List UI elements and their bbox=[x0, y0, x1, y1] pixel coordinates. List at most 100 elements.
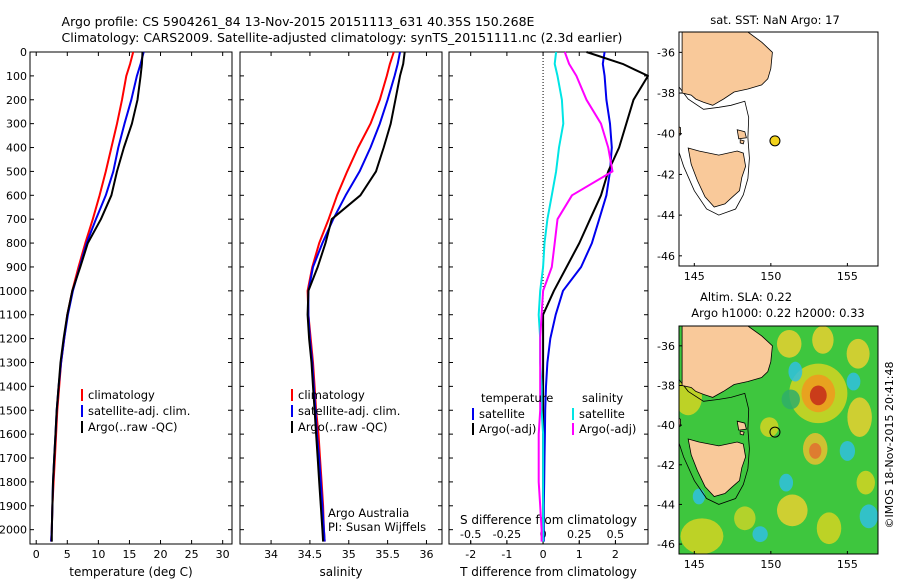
legend-label: satellite-adj. clim. bbox=[298, 404, 400, 418]
lat-tick-label: -46 bbox=[657, 538, 675, 551]
y-tick-label: 0 bbox=[20, 46, 27, 59]
x-tick-label: 34.5 bbox=[298, 548, 323, 561]
island-land bbox=[739, 139, 745, 145]
float-marker bbox=[769, 426, 781, 438]
x-tick-label: 1 bbox=[576, 548, 583, 561]
annotation-text: Argo Australia bbox=[328, 506, 409, 520]
y-tick-label: 2000 bbox=[0, 524, 27, 537]
y-tick-label: 300 bbox=[6, 118, 27, 131]
lat-tick-label: -38 bbox=[657, 379, 675, 392]
y-tick-label: 500 bbox=[6, 165, 27, 178]
lon-tick-label: 150 bbox=[760, 270, 781, 283]
legend-title: temperature bbox=[481, 391, 553, 405]
sla-anomaly bbox=[779, 473, 794, 492]
sla-anomaly bbox=[752, 526, 768, 543]
x-axis-label: T difference from climatology bbox=[459, 565, 637, 579]
s-tick-label: -0.25 bbox=[493, 528, 521, 541]
map-frame bbox=[678, 31, 879, 267]
lat-tick-label: -40 bbox=[657, 128, 675, 141]
series-line bbox=[542, 51, 613, 542]
legend-label: Argo(-adj) bbox=[479, 422, 536, 436]
y-tick-label: 400 bbox=[6, 142, 27, 155]
lat-tick-label: -44 bbox=[657, 498, 675, 511]
sla-anomaly bbox=[776, 329, 802, 358]
sla-anomaly bbox=[734, 506, 756, 531]
x-tick-label: 35 bbox=[342, 548, 356, 561]
figure-title-line2: Climatology: CARS2009. Satellite-adjuste… bbox=[62, 30, 623, 45]
x-tick-label: -1 bbox=[501, 548, 512, 561]
series-line bbox=[50, 51, 144, 542]
mainland-land bbox=[681, 32, 773, 106]
sla-map-title-line1: Altim. SLA: 0.22 bbox=[700, 290, 792, 304]
x-axis-label: temperature (deg C) bbox=[69, 565, 192, 579]
map-frame bbox=[678, 325, 879, 555]
mainland-land bbox=[681, 326, 773, 398]
x-tick-label: -2 bbox=[465, 548, 476, 561]
x-axis-label: salinity bbox=[319, 565, 362, 579]
sla-anomaly bbox=[846, 338, 870, 369]
sla-map: 145 150 155 -36 -38 -40 -42 -44 -46 bbox=[657, 325, 879, 571]
profile-plots: 0100200300400500600700800900100011001200… bbox=[0, 46, 649, 579]
legend-label: Argo(..raw -QC) bbox=[298, 420, 388, 434]
sla-anomaly bbox=[809, 385, 827, 406]
sla-anomaly bbox=[776, 494, 808, 527]
x-tick-label: 10 bbox=[91, 548, 105, 561]
legend-label: Argo(..raw -QC) bbox=[88, 420, 178, 434]
annotation-text: PI: Susan Wijffels bbox=[328, 520, 426, 534]
plot-frame bbox=[29, 51, 233, 545]
lon-tick-label: 145 bbox=[684, 558, 705, 571]
y-tick-label: 1100 bbox=[0, 309, 27, 322]
legend-label: satellite bbox=[479, 407, 525, 421]
island-land bbox=[736, 129, 747, 140]
y-tick-label: 700 bbox=[6, 213, 27, 226]
s-tick-label: 0.5 bbox=[607, 528, 625, 541]
isobath-line bbox=[679, 86, 750, 216]
maps: 145 150 155 -36 -38 -40 -42 -44 -46 145 150 155 -36 -… bbox=[657, 13, 896, 571]
sla-anomaly bbox=[839, 440, 856, 461]
y-tick-label: 200 bbox=[6, 94, 27, 107]
sla-anomaly bbox=[680, 518, 724, 554]
lat-tick-label: -36 bbox=[657, 46, 675, 59]
series-line bbox=[537, 51, 565, 542]
lat-tick-label: -42 bbox=[657, 459, 675, 472]
legend-label: satellite-adj. clim. bbox=[88, 404, 190, 418]
imos-credit: ©IMOS 18-Nov-2015 20:41:48 bbox=[883, 362, 896, 529]
island-land bbox=[739, 430, 745, 436]
x-tick-label: 25 bbox=[185, 548, 199, 561]
legend-label: climatology bbox=[298, 388, 365, 402]
s-tick-label: 0.25 bbox=[567, 528, 592, 541]
y-tick-label: 1200 bbox=[0, 333, 27, 346]
x-tick-label: 0 bbox=[33, 548, 40, 561]
sla-anomaly bbox=[812, 326, 834, 354]
x-tick-label: 30 bbox=[216, 548, 230, 561]
x-tick-label: 15 bbox=[122, 548, 136, 561]
x-tick-label: 5 bbox=[64, 548, 71, 561]
tasmania-land bbox=[687, 438, 747, 497]
s-tick-label: -0.5 bbox=[460, 528, 481, 541]
lon-tick-label: 145 bbox=[684, 270, 705, 283]
legend-label: satellite bbox=[579, 407, 625, 421]
y-tick-label: 1500 bbox=[0, 404, 27, 417]
isobath-line bbox=[679, 378, 750, 505]
y-tick-label: 1900 bbox=[0, 500, 27, 513]
legend-label: climatology bbox=[88, 388, 155, 402]
temperature-panel: 0100200300400500600700800900100011001200… bbox=[0, 46, 233, 579]
island-land bbox=[736, 420, 747, 431]
sla-anomaly bbox=[788, 361, 803, 382]
x-tick-label: 34 bbox=[264, 548, 278, 561]
y-tick-label: 600 bbox=[6, 189, 27, 202]
sla-anomaly bbox=[781, 389, 800, 410]
y-tick-label: 100 bbox=[6, 70, 27, 83]
lon-tick-label: 150 bbox=[760, 558, 781, 571]
y-tick-label: 800 bbox=[6, 237, 27, 250]
difference-panel: -2 -1 0 1 2 T difference from climatology -0.5… bbox=[448, 51, 649, 579]
x-tick-label: 2 bbox=[612, 548, 619, 561]
sla-anomaly bbox=[847, 397, 872, 438]
sla-anomaly bbox=[859, 504, 878, 529]
sla-map-title-line2: Argo h1000: 0.22 h2000: 0.33 bbox=[691, 306, 864, 320]
lat-tick-label: -36 bbox=[657, 340, 675, 353]
plot-frame bbox=[239, 51, 443, 545]
y-tick-label: 1400 bbox=[0, 380, 27, 393]
sst-map: 145 150 155 -36 -38 -40 -42 -44 -46 bbox=[657, 31, 879, 283]
